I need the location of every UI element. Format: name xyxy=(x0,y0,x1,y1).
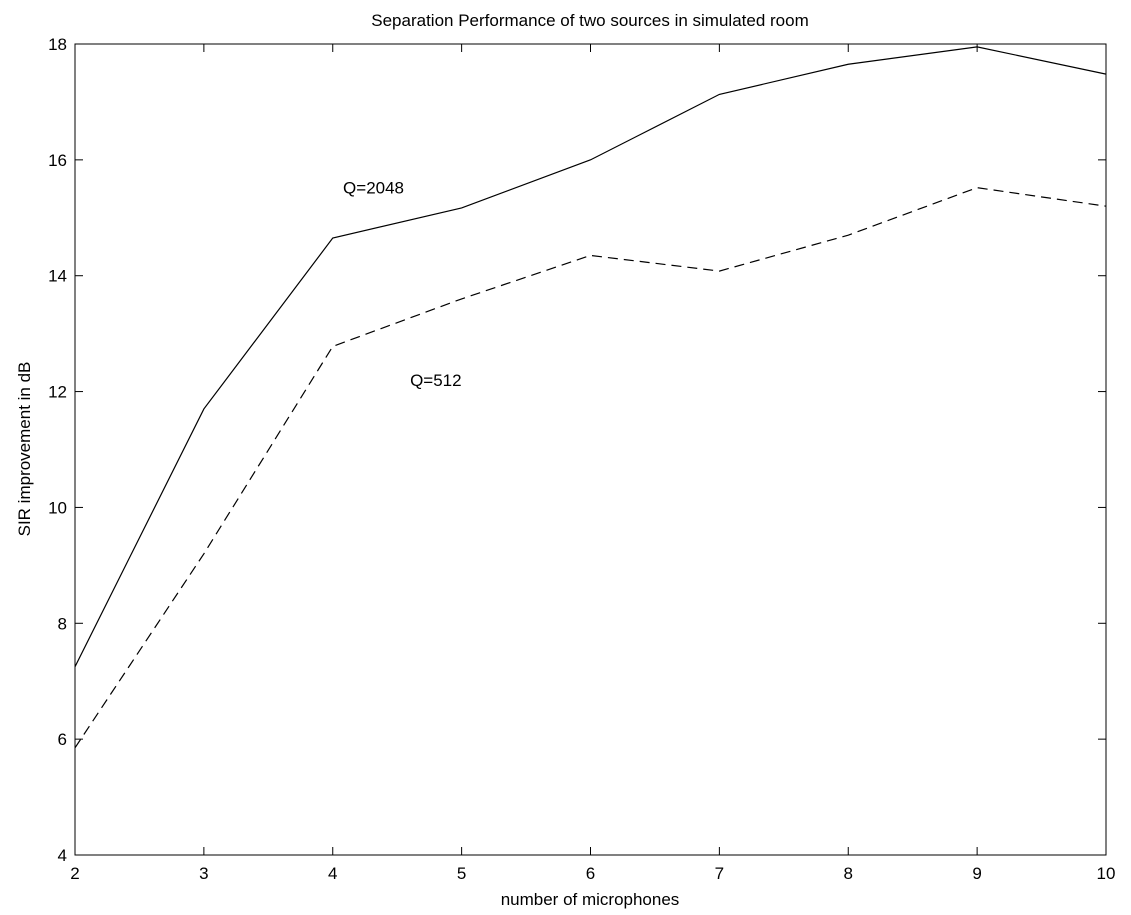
series-line-q2048 xyxy=(74,46,1107,668)
x-tick-label: 5 xyxy=(457,864,466,883)
x-axis: 2 3 4 5 6 7 8 9 10 xyxy=(70,44,1115,883)
series-line-q512 xyxy=(74,187,1107,749)
annotation-layer: Q=2048 Q=512 xyxy=(343,178,462,389)
x-tick-label: 10 xyxy=(1097,864,1116,883)
y-tick-label: 18 xyxy=(48,35,67,54)
x-tick-label: 2 xyxy=(70,864,79,883)
y-tick-label: 14 xyxy=(48,267,67,286)
series-annotation-label: Q=2048 xyxy=(343,178,404,197)
x-tick-label: 3 xyxy=(199,864,208,883)
chart-title: Separation Performance of two sources in… xyxy=(371,11,808,30)
x-tick-label: 9 xyxy=(972,864,981,883)
x-tick-label: 8 xyxy=(844,864,853,883)
x-tick-label: 6 xyxy=(586,864,595,883)
x-tick-label: 7 xyxy=(715,864,724,883)
y-tick-label: 16 xyxy=(48,151,67,170)
series-layer xyxy=(74,46,1107,749)
y-tick-label: 10 xyxy=(48,498,67,517)
y-tick-label: 8 xyxy=(58,614,67,633)
series-annotation-label: Q=512 xyxy=(410,371,462,390)
y-axis-label: SIR improvement in dB xyxy=(15,362,34,537)
y-axis: 4 6 8 10 12 14 16 18 xyxy=(48,35,1106,865)
y-tick-label: 4 xyxy=(58,846,67,865)
x-tick-label: 4 xyxy=(328,864,337,883)
y-tick-label: 12 xyxy=(48,383,67,402)
y-tick-label: 6 xyxy=(58,730,67,749)
x-axis-label: number of microphones xyxy=(501,890,680,909)
